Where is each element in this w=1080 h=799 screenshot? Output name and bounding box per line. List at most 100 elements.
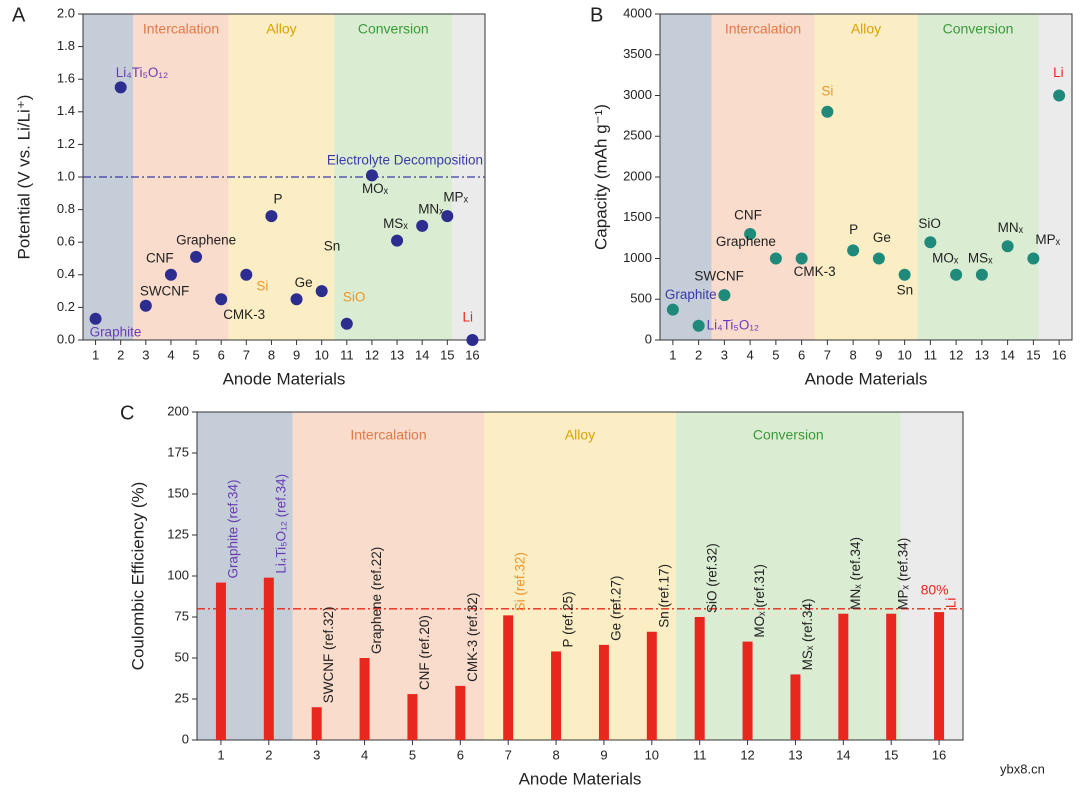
y-tick-label: 3000	[623, 87, 652, 102]
y-tick-label: 0	[645, 331, 652, 346]
bar	[407, 694, 418, 740]
bar-label: Graphene (ref.22)	[369, 547, 384, 654]
x-tick-label: 13	[390, 347, 404, 362]
y-tick-label: 1.6	[57, 71, 75, 86]
bar	[359, 658, 370, 740]
point	[666, 303, 679, 316]
point	[391, 234, 404, 247]
point	[89, 312, 102, 325]
x-tick-label: 9	[293, 347, 300, 362]
x-tick-label: 8	[850, 347, 857, 362]
point	[718, 289, 731, 302]
x-tick-label: 12	[740, 747, 754, 762]
x-tick-label: 13	[975, 347, 989, 362]
bar-label: MOₓ (ref.31)	[752, 564, 767, 637]
x-tick-label: 3	[313, 747, 320, 762]
x-tick-label: 11	[340, 347, 354, 362]
x-tick-label: 8	[268, 347, 275, 362]
point-label: SWCNF	[694, 269, 744, 284]
region-label: Alloy	[266, 21, 296, 37]
point-label: CMK-3	[223, 307, 265, 322]
bar-label: CMK-3 (ref.32)	[465, 593, 480, 682]
bar	[934, 612, 945, 740]
x-tick-label: 10	[645, 747, 659, 762]
point-label: Ge	[295, 275, 313, 290]
bar	[503, 615, 514, 740]
bar	[838, 613, 849, 740]
point-label: P	[849, 222, 858, 237]
y-tick-label: 500	[630, 291, 652, 306]
y-tick-label: 2.0	[57, 5, 75, 20]
y-tick-label: 0	[182, 731, 189, 746]
region	[814, 14, 918, 340]
y-axis-label: Capacity (mAh g⁻¹)	[591, 104, 610, 250]
x-tick-label: 7	[243, 347, 250, 362]
y-tick-label: 200	[167, 403, 189, 418]
region-label: Alloy	[851, 21, 881, 37]
x-tick-label: 1	[669, 347, 676, 362]
region	[484, 412, 676, 740]
point-label: P	[273, 192, 282, 207]
point-label: SiO	[343, 289, 366, 304]
bar	[311, 707, 322, 740]
y-tick-label: 1.0	[57, 168, 75, 183]
x-tick-label: 2	[117, 347, 124, 362]
x-tick-label: 4	[167, 347, 174, 362]
x-axis-label: Anode Materials	[805, 369, 928, 388]
region-label: Conversion	[358, 21, 429, 37]
y-axis-label: Coulombic Efficiency (%)	[128, 482, 147, 671]
point-label: CNF	[734, 208, 762, 223]
x-tick-label: 16	[932, 747, 946, 762]
point	[692, 319, 705, 332]
point-label: MPₓ	[1035, 232, 1060, 247]
x-tick-label: 2	[265, 747, 272, 762]
y-tick-label: 2500	[623, 128, 652, 143]
y-tick-label: 0.6	[57, 234, 75, 249]
point-label: Sn	[324, 239, 341, 254]
y-tick-label: 0.2	[57, 299, 75, 314]
y-tick-label: 0.8	[57, 201, 75, 216]
point	[924, 236, 937, 249]
point-label: SiO	[918, 216, 941, 231]
y-tick-label: 75	[175, 608, 189, 623]
point	[365, 169, 378, 182]
y-tick-label: 2000	[623, 168, 652, 183]
point-label: MOₓ	[362, 181, 389, 196]
x-tick-label: 5	[772, 347, 779, 362]
bar-label: Si (ref.32)	[513, 552, 528, 611]
region	[900, 412, 963, 740]
y-tick-label: 4000	[623, 5, 652, 20]
x-tick-label: 1	[92, 347, 99, 362]
y-axis-label: Potential (V vs. Li/Li⁺)	[14, 95, 33, 260]
point-label: Si	[256, 278, 268, 293]
point	[466, 334, 479, 346]
y-tick-label: 1.4	[57, 103, 75, 118]
point	[215, 293, 228, 306]
x-tick-label: 7	[505, 747, 512, 762]
x-tick-label: 3	[142, 347, 149, 362]
point	[265, 210, 278, 223]
x-tick-label: 4	[361, 747, 368, 762]
point-label: Sn	[897, 282, 914, 297]
region	[711, 14, 815, 340]
x-tick-label: 5	[192, 347, 199, 362]
x-tick-label: 12	[949, 347, 963, 362]
bar-label: Ge (ref.27)	[609, 576, 624, 641]
x-tick-label: 11	[693, 747, 707, 762]
bar-label: MSₓ (ref.34)	[800, 598, 815, 670]
region	[675, 412, 901, 740]
point	[441, 210, 454, 223]
region-label: Conversion	[753, 427, 824, 443]
bar-label: Sn (ref.17)	[656, 564, 671, 628]
x-tick-label: 15	[1026, 347, 1040, 362]
x-tick-label: 8	[552, 747, 559, 762]
region-label: Intercalation	[143, 21, 219, 37]
bar-label: SWCNF (ref.32)	[321, 606, 336, 703]
point-label: Graphene	[176, 232, 236, 247]
bar	[646, 631, 657, 740]
point-label: Graphite	[90, 324, 142, 339]
point-label: Li₄Ti₅O₁₂	[707, 317, 760, 332]
x-tick-label: 14	[415, 347, 429, 362]
bar	[263, 577, 274, 740]
